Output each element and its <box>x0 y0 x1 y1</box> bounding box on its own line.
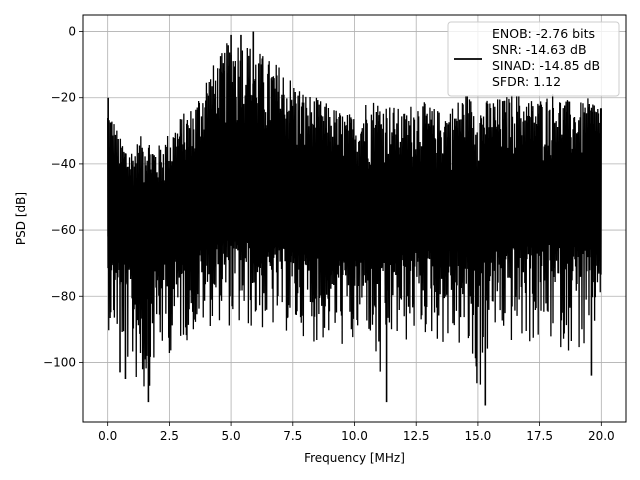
x-tick-label: 5.0 <box>222 429 241 443</box>
legend-entry-sinad: SINAD: -14.85 dB <box>492 58 600 73</box>
y-tick-label: −100 <box>43 355 76 369</box>
x-tick-label: 12.5 <box>403 429 430 443</box>
legend-entry-snr: SNR: -14.63 dB <box>492 42 587 57</box>
x-axis-ticks: 0.0 2.5 5.0 7.5 10.0 12.5 15.0 17.5 20.0 <box>98 422 615 443</box>
y-tick-label: −60 <box>51 223 76 237</box>
y-axis-ticks: 0 −20 −40 −60 −80 −100 <box>43 25 83 369</box>
x-tick-label: 20.0 <box>588 429 615 443</box>
y-axis-label: PSD [dB] <box>14 192 28 245</box>
x-axis-label: Frequency [MHz] <box>304 451 405 465</box>
legend: ENOB: -2.76 bits SNR: -14.63 dB SINAD: -… <box>447 21 620 97</box>
y-tick-label: −20 <box>51 91 76 105</box>
x-tick-label: 10.0 <box>341 429 368 443</box>
psd-series <box>107 31 602 406</box>
y-tick-label: −80 <box>51 289 76 303</box>
legend-entry-sfdr: SFDR: 1.12 <box>492 74 561 89</box>
y-tick-label: 0 <box>68 25 76 39</box>
x-tick-label: 2.5 <box>160 429 179 443</box>
legend-entry-enob: ENOB: -2.76 bits <box>492 26 595 41</box>
psd-trace <box>107 43 602 387</box>
x-tick-label: 7.5 <box>283 429 302 443</box>
y-tick-label: −40 <box>51 157 76 171</box>
x-tick-label: 0.0 <box>98 429 117 443</box>
x-tick-label: 15.0 <box>465 429 492 443</box>
legend-box <box>447 21 620 97</box>
x-tick-label: 17.5 <box>526 429 553 443</box>
